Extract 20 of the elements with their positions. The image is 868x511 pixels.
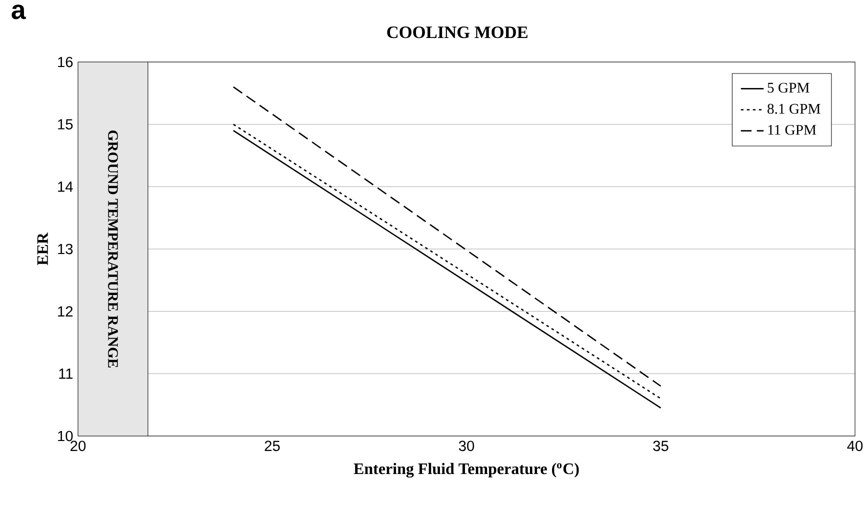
- y-tick-label: 15: [58, 119, 73, 130]
- y-tick-label: 13: [58, 244, 73, 254]
- legend-label: 5 GPM: [768, 82, 810, 93]
- x-axis-title: Entering Fluid Temperature ($^{o}$C): [354, 462, 579, 478]
- y-tick-label: 12: [58, 306, 73, 316]
- x-tick-label: 25: [264, 440, 280, 452]
- text: a: [12, 4, 26, 20]
- legend-label: 11 GPM: [768, 124, 816, 135]
- band-label: GROUND TEMPERATURE RANGE: [108, 130, 118, 368]
- legend-label: 8.1 GPM: [768, 104, 820, 114]
- y-axis-title: EER: [37, 232, 48, 266]
- y-tick-label: 11: [59, 368, 73, 379]
- y-tick-label: 16: [58, 56, 73, 68]
- x-tick-label: 20: [70, 440, 86, 452]
- chart-title: COOLING MODE: [387, 26, 528, 38]
- x-tick-label: 40: [847, 440, 863, 452]
- y-tick-label: 10: [58, 430, 73, 442]
- y-tick-label: 14: [58, 182, 73, 192]
- x-tick-label: 30: [458, 440, 474, 452]
- x-tick-label: 35: [653, 440, 668, 452]
